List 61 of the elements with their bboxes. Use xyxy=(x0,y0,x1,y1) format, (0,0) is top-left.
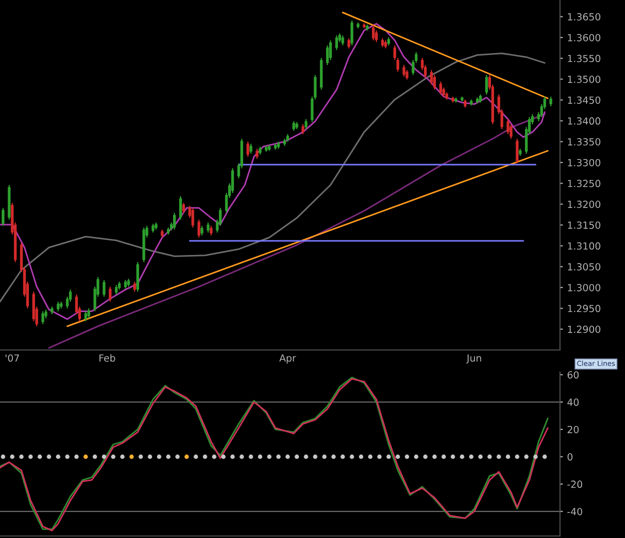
candlestick xyxy=(375,30,378,43)
x-tick-label: Jun xyxy=(466,354,482,364)
candlestick xyxy=(179,196,182,220)
candlestick xyxy=(191,207,194,228)
candlestick xyxy=(250,143,252,154)
candlestick xyxy=(210,225,213,236)
y-tick-label: -40 xyxy=(567,508,582,516)
y-tick-label: 1.3500 xyxy=(568,76,600,83)
y-tick-label: 1.3650 xyxy=(568,13,600,20)
y-tick-label: 0 xyxy=(568,453,572,461)
line-series xyxy=(48,113,546,349)
candlestick xyxy=(182,202,185,214)
y-tick-label: 1.2900 xyxy=(568,326,600,333)
candlestick xyxy=(198,219,200,238)
candlestick xyxy=(402,64,406,78)
y-tick-label: 1.3100 xyxy=(568,242,600,250)
candlestick xyxy=(372,24,375,41)
candlestick xyxy=(430,69,433,86)
y-tick-label: 60 xyxy=(568,371,579,379)
y-tick-label: 1.3150 xyxy=(568,221,600,229)
y-tick-label: 1.3350 xyxy=(568,138,600,146)
x-tick-label: Feb xyxy=(99,354,116,362)
candlestick xyxy=(102,279,106,298)
candlestick xyxy=(256,148,258,160)
y-tick-label: 1.3600 xyxy=(568,34,600,42)
line-series xyxy=(0,22,546,320)
x-tick-label: Apr xyxy=(279,354,296,364)
y-tick-label: 1.3200 xyxy=(568,200,600,208)
candlestick xyxy=(396,57,400,72)
candlestick xyxy=(350,20,354,46)
candlestick xyxy=(406,69,408,80)
candlestick xyxy=(506,118,510,135)
candlestick xyxy=(2,207,4,226)
candlestick xyxy=(433,74,436,90)
y-tick-label: 1.3250 xyxy=(568,180,600,188)
candlestick xyxy=(304,118,308,130)
candlestick xyxy=(302,124,304,135)
candlestick xyxy=(329,40,332,61)
y-tick-label: -20 xyxy=(567,480,582,488)
y-tick-label: 1.3000 xyxy=(568,284,600,292)
y-tick-label: 1.2950 xyxy=(568,304,600,312)
y-tick-label: 40 xyxy=(567,398,579,406)
y-tick-label: 1.3300 xyxy=(568,158,600,166)
y-tick-label: 1.3450 xyxy=(568,96,600,104)
candlestick xyxy=(200,225,204,236)
candlestick xyxy=(326,44,329,66)
candlestick xyxy=(206,222,210,234)
candlestick xyxy=(108,286,112,302)
line-series xyxy=(0,52,546,302)
y-tick-label: 1.3550 xyxy=(568,54,600,62)
candlestick xyxy=(335,34,338,51)
candlestick xyxy=(173,212,176,230)
y-tick-label: 20 xyxy=(568,426,579,434)
x-tick-label: '07 xyxy=(6,354,19,362)
candlestick xyxy=(485,74,488,96)
y-tick-label: 1.3050 xyxy=(568,263,600,270)
candlestick xyxy=(114,284,118,296)
candlestick xyxy=(393,44,396,61)
y-tick-label: 1.3400 xyxy=(568,117,600,125)
candlestick xyxy=(56,301,60,312)
candlestick xyxy=(341,34,344,46)
